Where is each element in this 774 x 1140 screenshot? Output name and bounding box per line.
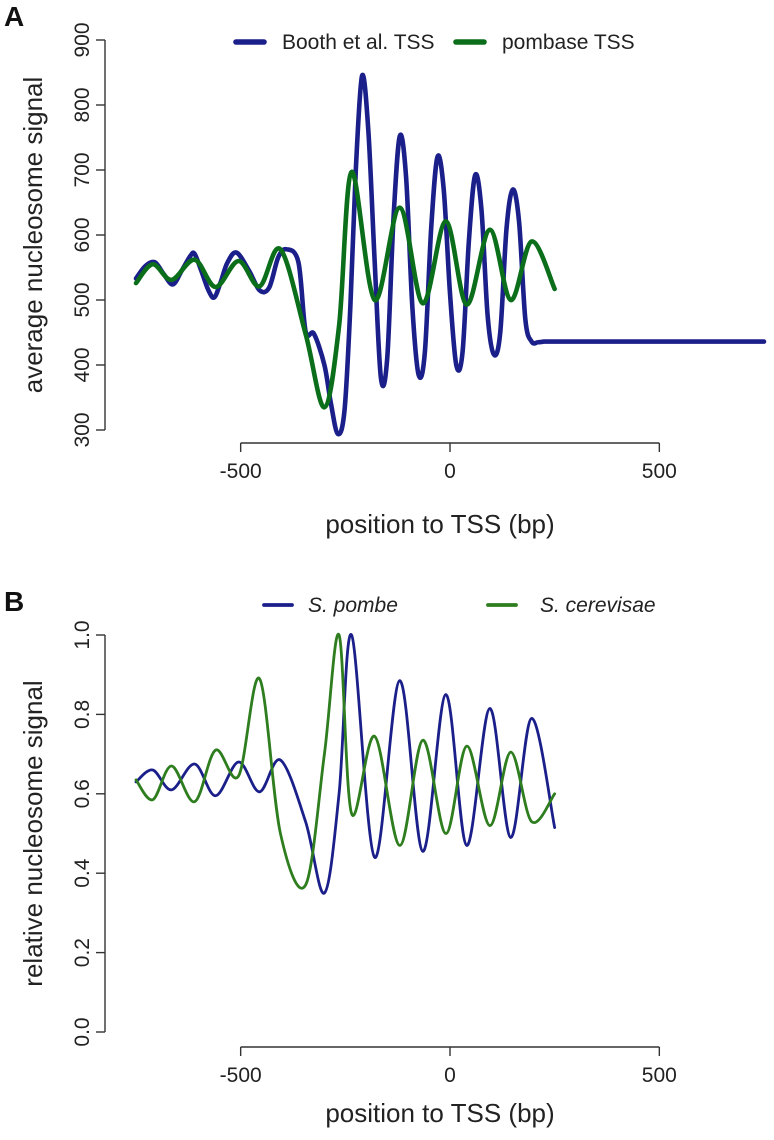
x-axis: -500 0 500	[220, 442, 677, 483]
plot-area-b: 0.0 0.2 0.4 0.6 0.8 1.0 -500 0 500 position to TS…	[18, 594, 677, 1128]
y-tick-label: 1.0	[71, 620, 94, 649]
panel-label-b: B	[4, 586, 24, 617]
y-axis-title: average nucleosome signal	[18, 77, 48, 394]
y-axis: 300 400 500 600 700 800 900	[71, 22, 106, 448]
y-tick-label: 600	[71, 217, 94, 252]
y-tick-label: 0.8	[71, 700, 94, 729]
series-line-blue	[133, 72, 767, 437]
x-tick-label: 0	[444, 1064, 456, 1087]
x-tick-label: 500	[642, 1064, 677, 1087]
y-tick-label: 0.6	[71, 779, 94, 808]
legend: Booth et al. TSS pombase TSS	[233, 31, 635, 54]
series-group	[133, 72, 767, 437]
x-axis-title: position to TSS (bp)	[325, 509, 554, 539]
y-axis-title: relative nucleosome signal	[18, 680, 48, 986]
x-tick-label: -500	[220, 460, 262, 483]
y-tick-label: 700	[71, 152, 94, 187]
y-tick-label: 300	[71, 412, 94, 447]
y-tick-label: 500	[71, 282, 94, 317]
y-tick-label: 400	[71, 347, 94, 382]
legend-label: Booth et al. TSS	[282, 31, 435, 54]
y-tick-label: 0.4	[71, 858, 94, 888]
plot-area-a: 300 400 500 600 700 800 900 -500 0 500 position to…	[18, 22, 767, 539]
series-group	[134, 633, 557, 895]
series-line-green	[134, 633, 557, 890]
y-axis: 0.0 0.2 0.4 0.6 0.8 1.0	[71, 620, 106, 1047]
y-tick-label: 800	[71, 87, 94, 122]
panel-label-a: A	[4, 1, 24, 32]
y-tick-label: 900	[71, 22, 94, 57]
y-tick-label: 0.2	[71, 938, 94, 967]
legend-label: S. cerevisae	[540, 594, 656, 617]
legend-label: pombase TSS	[502, 31, 635, 54]
x-tick-label: 0	[444, 460, 456, 483]
series-line-blue	[134, 633, 557, 895]
x-tick-label: 500	[642, 460, 677, 483]
x-axis: -500 0 500	[220, 1046, 677, 1087]
legend: S. pombe S. cerevisae	[262, 594, 656, 617]
x-axis-title: position to TSS (bp)	[325, 1098, 554, 1128]
panel-b: B 0.0 0.2 0.4 0.6 0.8 1.0 -500 0 500 position to …	[4, 586, 677, 1128]
legend-label: S. pombe	[308, 594, 398, 617]
y-tick-label: 0.0	[71, 1017, 94, 1046]
series-line-green	[133, 169, 557, 410]
x-tick-label: -500	[220, 1064, 262, 1087]
panel-a: A 300 400 500 600 700 800 900 -500 0 500 position …	[4, 1, 767, 539]
